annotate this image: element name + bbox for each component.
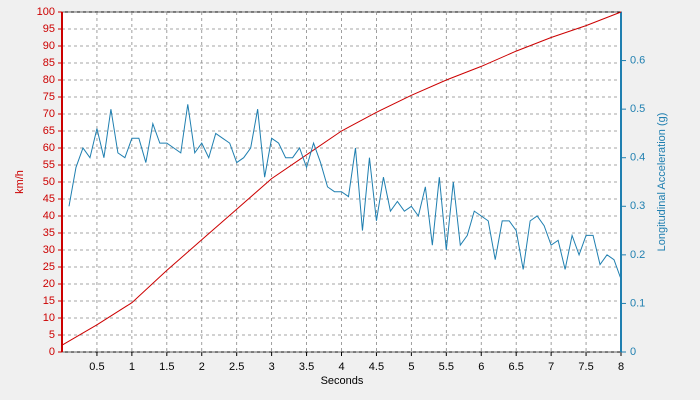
x-tick-label: 7.5 — [578, 361, 593, 373]
x-tick-label: 5.5 — [439, 361, 454, 373]
y-tick-label: 25 — [43, 261, 55, 273]
x-tick-label: 1.5 — [159, 361, 174, 373]
y-tick-label: 60 — [43, 142, 55, 154]
x-axis-label: Seconds — [321, 375, 364, 387]
y2-tick-label: 0.4 — [630, 152, 645, 164]
y-tick-label: 90 — [43, 40, 55, 52]
series-line — [68, 104, 622, 280]
y-axis-label: km/h — [14, 170, 26, 194]
y-tick-label: 55 — [43, 159, 55, 171]
x-tick-label: 2 — [199, 361, 205, 373]
y2-tick-label: 0.6 — [630, 54, 645, 66]
y-tick-label: 5 — [49, 329, 55, 341]
y2-tick-label: 0.1 — [630, 297, 645, 309]
y-tick-label: 35 — [43, 227, 55, 239]
x-tick-label: 1 — [129, 361, 135, 373]
y-tick-label: 10 — [43, 312, 55, 324]
y-tick-label: 80 — [43, 74, 55, 86]
y-tick-label: 45 — [43, 193, 55, 205]
y-tick-label: 70 — [43, 108, 55, 120]
y-tick-label: 65 — [43, 125, 55, 137]
y-tick-label: 75 — [43, 91, 55, 103]
y-tick-label: 85 — [43, 57, 55, 69]
x-tick-label: 6.5 — [509, 361, 524, 373]
x-tick-label: 3 — [269, 361, 275, 373]
x-tick-label: 8 — [618, 361, 624, 373]
y-tick-label: 15 — [43, 295, 55, 307]
series-line — [61, 11, 622, 346]
x-tick-label: 5 — [408, 361, 414, 373]
y2-tick-label: 0.3 — [630, 200, 645, 212]
x-tick-label: 6 — [478, 361, 484, 373]
x-tick-label: 4 — [338, 361, 344, 373]
x-tick-label: 7 — [548, 361, 554, 373]
y2-tick-label: 0.5 — [630, 103, 645, 115]
y-tick-label: 95 — [43, 23, 55, 35]
x-tick-label: 0.5 — [89, 361, 104, 373]
x-tick-label: 4.5 — [369, 361, 384, 373]
y-tick-label: 40 — [43, 210, 55, 222]
x-tick-label: 2.5 — [229, 361, 244, 373]
x-tick-label: 3.5 — [299, 361, 314, 373]
y-tick-label: 50 — [43, 176, 55, 188]
y2-tick-label: 0 — [630, 346, 636, 358]
y2-axis-label: Longitudinal Acceleration (g) — [656, 113, 668, 252]
y2-tick-label: 0.2 — [630, 249, 645, 261]
y-tick-label: 100 — [37, 6, 55, 18]
y-tick-label: 0 — [49, 346, 55, 358]
y-tick-label: 30 — [43, 244, 55, 256]
y-tick-label: 20 — [43, 278, 55, 290]
